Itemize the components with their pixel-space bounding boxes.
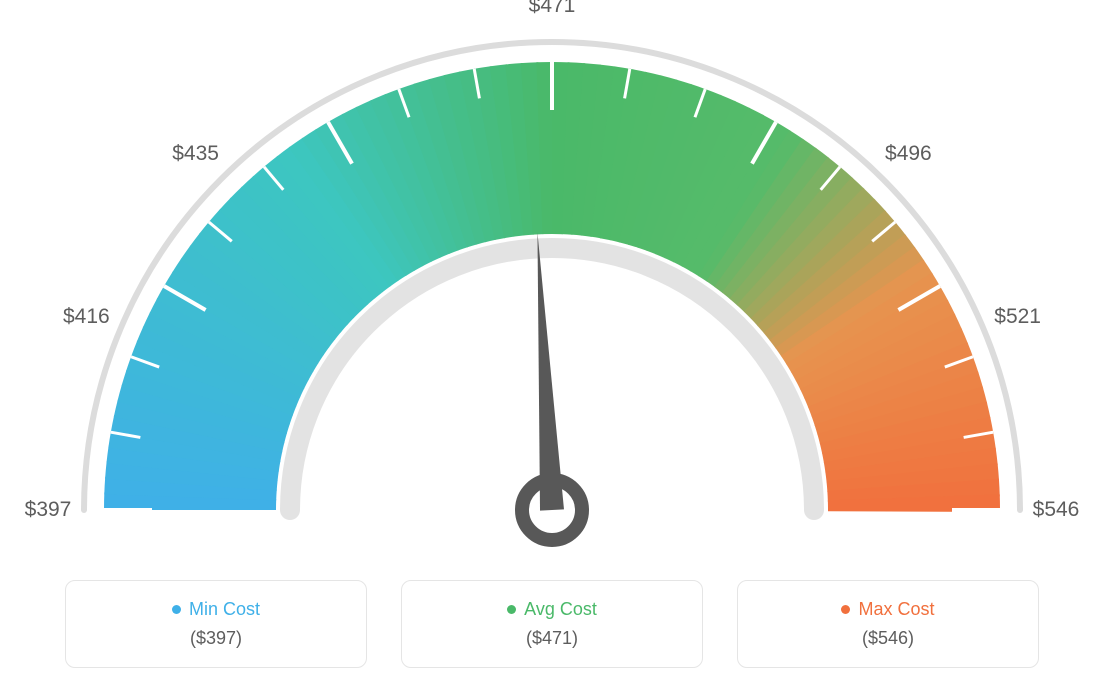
gauge-area: $397 $416 $435 $471 $496 $521 $546 [0, 0, 1104, 560]
legend-avg-dot [507, 605, 516, 614]
legend-min-dot [172, 605, 181, 614]
gauge-tick-label: $546 [1033, 498, 1080, 522]
cost-gauge-chart: $397 $416 $435 $471 $496 $521 $546 Min Cost ($… [0, 0, 1104, 690]
legend-max-top: Max Cost [841, 599, 934, 620]
legend-max-dot [841, 605, 850, 614]
legend-max-label: Max Cost [858, 599, 934, 620]
legend-min-label: Min Cost [189, 599, 260, 620]
gauge-tick-label: $416 [63, 305, 110, 329]
legend-avg-value: ($471) [526, 628, 578, 649]
gauge-tick-label: $496 [885, 142, 932, 166]
gauge-tick-label: $471 [529, 0, 576, 18]
legend-card-avg: Avg Cost ($471) [401, 580, 703, 668]
gauge-tick-label: $521 [994, 305, 1041, 329]
legend-max-value: ($546) [862, 628, 914, 649]
legend-min-value: ($397) [190, 628, 242, 649]
legend-avg-top: Avg Cost [507, 599, 597, 620]
legend-row: Min Cost ($397) Avg Cost ($471) Max Cost… [0, 580, 1104, 668]
legend-avg-label: Avg Cost [524, 599, 597, 620]
gauge-tick-label: $397 [25, 498, 72, 522]
gauge-svg [0, 0, 1104, 560]
legend-card-max: Max Cost ($546) [737, 580, 1039, 668]
gauge-tick-label: $435 [172, 142, 219, 166]
legend-card-min: Min Cost ($397) [65, 580, 367, 668]
legend-min-top: Min Cost [172, 599, 260, 620]
